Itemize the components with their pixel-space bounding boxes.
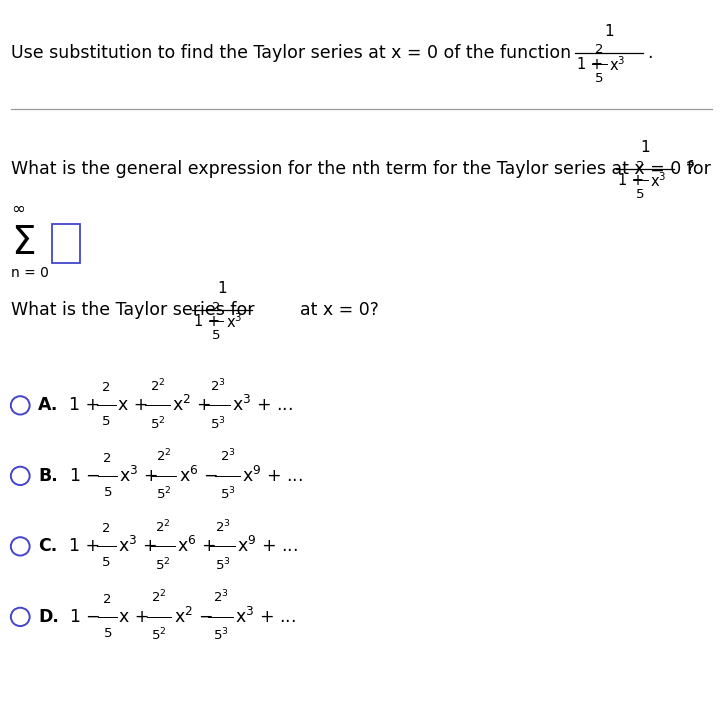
Text: x$^3$: x$^3$ [609, 55, 625, 73]
Text: 1: 1 [217, 281, 227, 296]
Text: 1: 1 [640, 140, 650, 155]
Text: 2$^2$: 2$^2$ [151, 589, 167, 606]
Text: ?: ? [685, 160, 695, 178]
Text: 2: 2 [102, 522, 111, 535]
Text: 1 $-$: 1 $-$ [69, 467, 100, 485]
Text: 1 +: 1 + [69, 396, 100, 415]
Text: A.: A. [38, 396, 59, 415]
Text: 5$^3$: 5$^3$ [213, 627, 228, 644]
Text: B.: B. [38, 467, 58, 485]
Text: 2: 2 [636, 160, 645, 173]
Text: x$^3$ + ...: x$^3$ + ... [232, 396, 293, 415]
Text: x$^2$ +: x$^2$ + [172, 396, 211, 415]
Text: n = 0: n = 0 [11, 266, 48, 280]
Text: 2$^2$: 2$^2$ [155, 518, 171, 535]
Text: 5: 5 [636, 188, 645, 201]
Text: 2$^3$: 2$^3$ [213, 589, 228, 606]
Text: 5: 5 [102, 415, 111, 428]
Text: x$^3$ +: x$^3$ + [118, 537, 157, 556]
FancyBboxPatch shape [52, 224, 80, 263]
Text: x +: x + [119, 608, 150, 626]
Text: 5$^2$: 5$^2$ [155, 556, 171, 573]
Text: 2$^3$: 2$^3$ [210, 377, 226, 394]
Text: What is the Taylor series for: What is the Taylor series for [11, 301, 254, 319]
Text: x$^6$ $-$: x$^6$ $-$ [179, 466, 218, 486]
Text: x$^6$ +: x$^6$ + [177, 537, 216, 556]
Text: 1 +: 1 + [69, 537, 100, 556]
Text: .: . [647, 44, 653, 62]
Text: x$^9$ + ...: x$^9$ + ... [242, 466, 303, 486]
Text: x$^2$ $-$: x$^2$ $-$ [174, 607, 213, 627]
Text: 5: 5 [212, 329, 221, 342]
Text: 1: 1 [604, 24, 614, 39]
Text: C.: C. [38, 537, 58, 556]
Text: What is the general expression for the nth term for the Taylor series at x = 0 f: What is the general expression for the n… [11, 160, 711, 178]
Text: x$^9$ + ...: x$^9$ + ... [237, 537, 298, 556]
Text: x$^3$: x$^3$ [226, 312, 242, 331]
Text: x$^3$: x$^3$ [650, 171, 667, 190]
Text: 5$^2$: 5$^2$ [156, 486, 172, 503]
Text: x$^3$ + ...: x$^3$ + ... [235, 607, 296, 627]
Text: at x = 0?: at x = 0? [300, 301, 379, 319]
Text: 2$^2$: 2$^2$ [150, 377, 166, 394]
Text: 5$^3$: 5$^3$ [220, 486, 236, 503]
Text: 1 +: 1 + [577, 56, 603, 72]
Text: 5: 5 [103, 627, 112, 639]
Text: 1 +: 1 + [194, 314, 220, 329]
Text: 5$^3$: 5$^3$ [215, 556, 231, 573]
Text: Use substitution to find the Taylor series at x = 0 of the function: Use substitution to find the Taylor seri… [11, 44, 571, 62]
Text: D.: D. [38, 608, 59, 626]
Text: $\infty$: $\infty$ [11, 198, 25, 216]
Text: $\Sigma$: $\Sigma$ [11, 224, 35, 262]
Text: 5$^2$: 5$^2$ [151, 627, 167, 644]
Text: 2: 2 [102, 381, 111, 394]
Text: 2$^3$: 2$^3$ [220, 448, 236, 465]
Text: x +: x + [118, 396, 148, 415]
Text: 2: 2 [212, 301, 221, 314]
Text: 1 $-$: 1 $-$ [69, 608, 100, 626]
Text: 5: 5 [103, 486, 112, 498]
Text: 2: 2 [103, 593, 112, 606]
Text: 2: 2 [103, 452, 112, 465]
Text: 5: 5 [595, 72, 604, 85]
Text: 2$^2$: 2$^2$ [156, 448, 172, 465]
Text: 5$^3$: 5$^3$ [210, 415, 226, 432]
Text: x$^3$ +: x$^3$ + [119, 466, 158, 486]
Text: 1 +: 1 + [618, 173, 644, 188]
Text: 5: 5 [102, 556, 111, 569]
Text: 2$^3$: 2$^3$ [215, 518, 231, 535]
Text: 5$^2$: 5$^2$ [150, 415, 166, 432]
Text: 2: 2 [595, 44, 604, 56]
